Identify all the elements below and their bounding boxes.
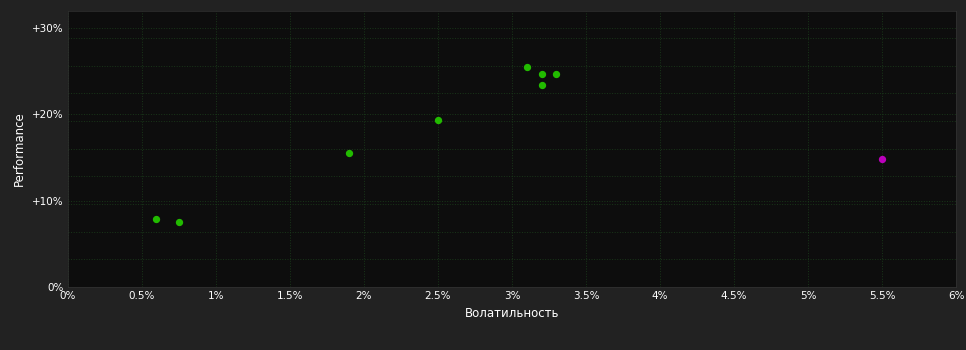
Point [171,219,186,225]
Point [341,150,356,156]
Point [519,64,534,69]
Point [534,72,550,77]
Point [874,156,890,162]
Point [549,72,564,77]
Point [149,216,164,222]
Y-axis label: Performance: Performance [14,111,26,186]
X-axis label: Волатильность: Волатильность [465,307,559,320]
Point [430,118,445,123]
Point [534,82,550,88]
